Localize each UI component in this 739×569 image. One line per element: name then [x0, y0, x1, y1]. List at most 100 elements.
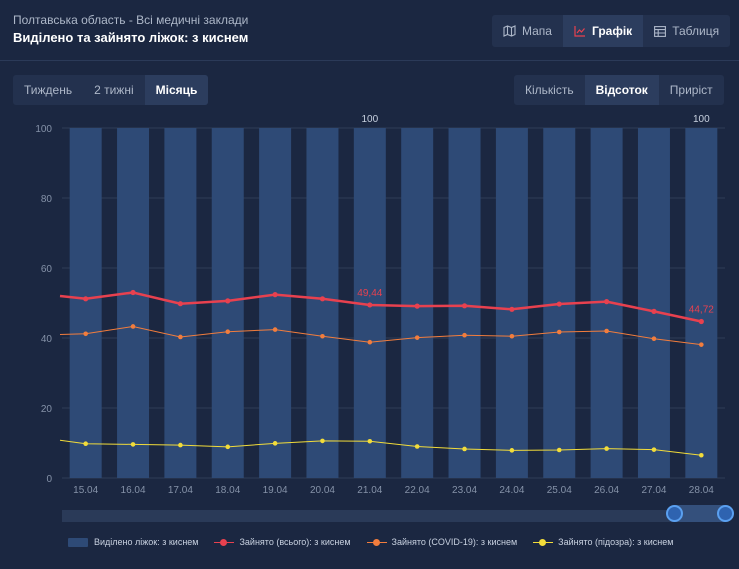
point-suspected-25-04 [556, 447, 562, 453]
tab-table-label: Таблиця [672, 24, 720, 38]
point-suspected-17-04 [178, 442, 183, 448]
chart-legend: Виділено ліжок: з киснем Зайнято (всього… [68, 535, 689, 549]
tab-table[interactable]: Таблиця [643, 15, 730, 47]
tab-map-label: Мапа [522, 24, 552, 38]
bar-24-04 [495, 128, 528, 478]
point-suspected-28-04 [699, 452, 704, 458]
legend-swatch-allocated [68, 537, 88, 547]
point-suspected-23-04 [462, 446, 467, 452]
legend-label-total: Зайнято (всього): з киснем [239, 537, 351, 547]
point-covid-24-04 [509, 333, 515, 339]
legend-label-covid: Зайнято (COVID-19): з киснем [391, 537, 518, 547]
y-tick-label-40: 40 [41, 334, 53, 345]
bar-16-04 [117, 128, 150, 478]
point-covid-18-04 [225, 329, 231, 334]
legend-item-suspected[interactable]: Зайнято (підозра): з киснем [533, 537, 673, 547]
x-tick-label-22-04: 22.04 [405, 485, 430, 496]
x-tick-label-21-04: 21.04 [357, 485, 382, 496]
point-total-22-04 [414, 303, 420, 309]
page-title: Виділено та зайнято ліжок: з киснем [13, 30, 249, 45]
legend-item-total[interactable]: Зайнято (всього): з киснем [214, 537, 351, 547]
tab-chart[interactable]: Графік [562, 15, 644, 47]
y-tick-label-60: 60 [41, 264, 53, 275]
legend-item-covid[interactable]: Зайнято (COVID-19): з киснем [366, 537, 518, 547]
point-suspected-22-04 [414, 444, 420, 449]
y-tick-label-0: 0 [46, 474, 52, 485]
legend-swatch-total [214, 538, 235, 547]
bar-23-04 [448, 128, 481, 478]
point-suspected-21-04 [367, 438, 373, 444]
date-range-slider[interactable] [62, 505, 734, 522]
point-total-20-04 [319, 296, 326, 302]
tab-week[interactable]: Тиждень [24, 83, 73, 97]
point-covid-23-04 [462, 332, 467, 338]
point-suspected-16-04 [130, 442, 136, 447]
data-label-bar-28-04: 100 [693, 114, 710, 125]
beds-chart: 0 20 40 60 80 100 15.04 16.04 17.04 18.04 19.04 20.… [35, 114, 725, 496]
point-covid-16-04 [130, 324, 136, 329]
legend-swatch-suspected [533, 538, 554, 547]
y-tick-label-80: 80 [41, 194, 53, 205]
point-total-16-04 [130, 289, 136, 296]
legend-label-allocated: Виділено ліжок: з киснем [94, 537, 199, 547]
point-covid-26-04 [604, 328, 609, 334]
point-total-21-04 [367, 302, 373, 308]
tab-month[interactable]: Місяць [144, 75, 209, 105]
header: Полтавська область - Всі медичні заклади… [0, 0, 739, 61]
x-tick-label-28-04: 28.04 [689, 485, 714, 496]
x-tick-label-25-04: 25.04 [547, 485, 572, 496]
tab-percent[interactable]: Відсоток [584, 75, 659, 105]
bar-19-04 [259, 128, 292, 478]
point-total-15-04 [83, 296, 89, 302]
period-switcher: Тиждень 2 тижні Місяць [13, 75, 209, 105]
legend-swatch-covid [366, 538, 387, 547]
point-suspected-27-04 [651, 447, 657, 452]
point-total-28-04 [698, 318, 704, 325]
tab-two-weeks[interactable]: 2 тижні [94, 83, 134, 97]
point-covid-25-04 [556, 329, 562, 335]
tab-chart-label: Графік [591, 24, 633, 38]
point-suspected-20-04 [320, 438, 325, 444]
slider-handle-left[interactable] [666, 505, 683, 522]
tab-map[interactable]: Мапа [492, 15, 563, 47]
slider-handle-right[interactable] [717, 505, 734, 522]
tab-count[interactable]: Кількість [525, 83, 574, 97]
data-label-total-21-04: 49,44 [357, 288, 382, 299]
slider-track[interactable] [62, 510, 726, 522]
slider-selection[interactable] [674, 505, 726, 522]
bar-20-04 [306, 128, 339, 478]
x-tick-label-16-04: 16.04 [121, 485, 146, 496]
x-tick-label-27-04: 27.04 [641, 485, 666, 496]
point-covid-20-04 [320, 333, 325, 339]
legend-item-allocated[interactable]: Виділено ліжок: з киснем [68, 537, 198, 547]
point-covid-22-04 [414, 335, 420, 340]
point-total-23-04 [461, 303, 468, 309]
data-label-total-28-04: 44,72 [689, 304, 714, 315]
legend-label-suspected: Зайнято (підозра): з киснем [558, 537, 674, 547]
region-breadcrumb: Полтавська область - Всі медичні заклади [13, 13, 249, 27]
map-icon [503, 25, 516, 37]
point-total-25-04 [556, 301, 562, 307]
x-tick-label-17-04: 17.04 [168, 485, 193, 496]
y-tick-label-20: 20 [41, 404, 53, 415]
point-covid-15-04 [83, 331, 88, 337]
point-covid-17-04 [178, 334, 183, 340]
bar-15-04 [69, 128, 102, 478]
bar-27-04 [637, 128, 670, 478]
view-switcher: Мапа Графік Таблиця [492, 15, 731, 47]
point-suspected-15-04 [83, 441, 88, 447]
point-suspected-26-04 [604, 446, 609, 451]
tab-growth[interactable]: Приріст [669, 83, 713, 97]
bar-28-04 [685, 128, 718, 478]
point-covid-28-04 [699, 342, 704, 347]
point-total-19-04 [272, 292, 278, 298]
x-tick-label-18-04: 18.04 [215, 485, 240, 496]
y-tick-label-100: 100 [35, 124, 52, 135]
metric-switcher: Кількість Відсоток Приріст [514, 75, 724, 105]
data-label-bar-21-04: 100 [361, 114, 378, 125]
point-total-17-04 [177, 301, 183, 307]
point-suspected-24-04 [509, 448, 515, 453]
point-suspected-19-04 [272, 441, 278, 446]
bar-22-04 [401, 128, 434, 478]
x-tick-label-23-04: 23.04 [452, 485, 477, 496]
